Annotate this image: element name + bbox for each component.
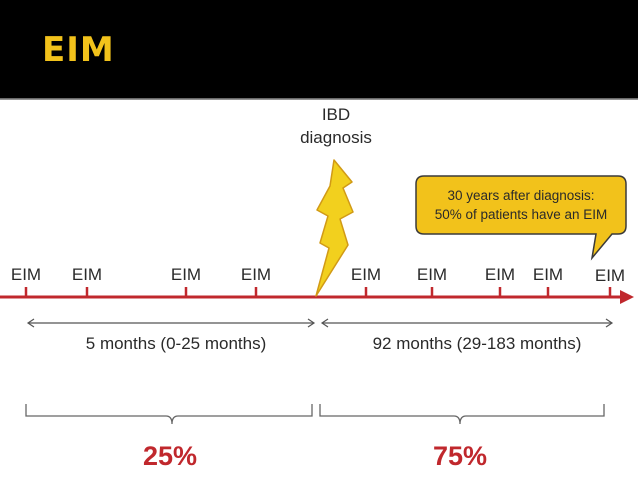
span-label-after: 92 months (29-183 months)	[373, 334, 582, 353]
brace-before	[25, 404, 313, 425]
span-arrow-after	[320, 318, 614, 328]
eim-label-1: EIM	[11, 265, 41, 284]
eim-label-6: EIM	[417, 265, 447, 284]
eim-label-4: EIM	[241, 265, 271, 284]
span-label-before: 5 months (0-25 months)	[86, 334, 266, 353]
callout-bubble	[415, 175, 627, 261]
callout-line1: 30 years after diagnosis:	[447, 188, 594, 203]
brace-after	[319, 404, 605, 425]
percent-before: 25%	[143, 441, 197, 471]
eim-label-9: EIM	[595, 266, 625, 285]
eim-label-3: EIM	[171, 265, 201, 284]
lightning-icon	[315, 159, 354, 297]
timeline-ticks	[24, 287, 612, 297]
eim-label-5: EIM	[351, 265, 381, 284]
span-arrow-before	[26, 318, 316, 328]
percent-after: 75%	[433, 441, 487, 471]
timeline-arrowhead	[620, 290, 634, 304]
callout-line2: 50% of patients have an EIM	[435, 207, 608, 222]
eim-label-7: EIM	[485, 265, 515, 284]
eim-label-2: EIM	[72, 265, 102, 284]
title-bar: EIM	[0, 0, 638, 98]
slide-title: EIM	[42, 30, 115, 70]
ibd-label-line2: diagnosis	[300, 128, 372, 147]
ibd-label-line1: IBD	[322, 105, 350, 124]
eim-label-8: EIM	[533, 265, 563, 284]
